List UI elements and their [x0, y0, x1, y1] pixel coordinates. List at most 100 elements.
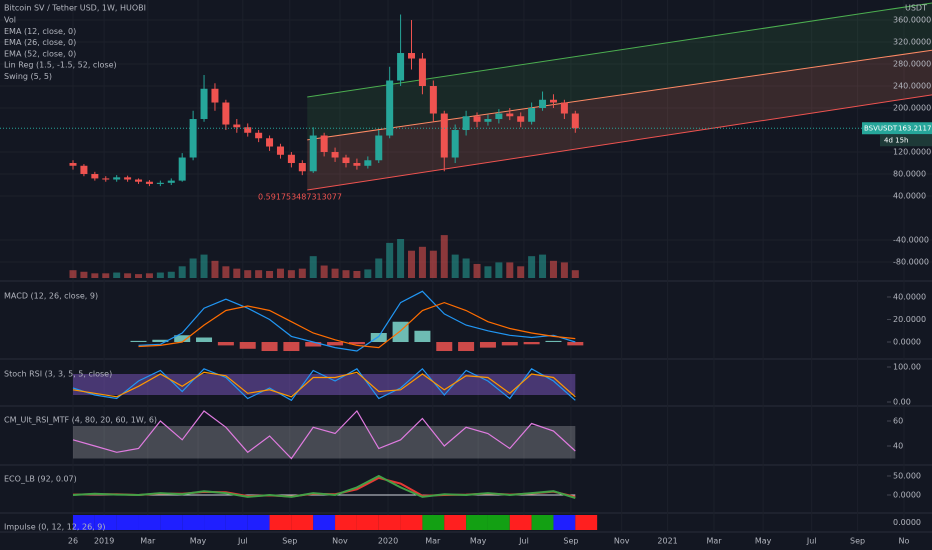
volume-bar: [320, 265, 328, 278]
volume-bar: [528, 256, 536, 278]
volume-bar: [342, 270, 350, 278]
channel-upper-fill: [307, 2, 932, 140]
histogram-bar: [327, 342, 344, 346]
histogram-bar: [523, 342, 540, 345]
marks-layer: [0, 2, 932, 530]
x-tick-label: Mar: [140, 537, 156, 546]
x-tick-label: 2019: [94, 537, 114, 546]
y-tick-label: 0.00: [893, 398, 911, 407]
volume-bar: [309, 256, 317, 278]
candle-body: [113, 177, 121, 180]
volume-bar: [484, 266, 492, 278]
y-tick-label: -80.0000: [893, 258, 929, 267]
impulse-segment: [269, 515, 292, 530]
impulse-segment: [378, 515, 401, 530]
x-tick-label: Nov: [332, 537, 348, 546]
histogram-bar: [196, 337, 213, 343]
annotation: 0.591753487313077: [258, 193, 342, 202]
candle-body: [255, 132, 263, 139]
x-tick-label: May: [470, 537, 487, 546]
labels-layer: 0.591753487313077 26 2019 Mar May Jul Sep Nov 2…: [4, 4, 932, 546]
series-line: [138, 301, 576, 349]
y-tick-label: 60: [893, 417, 903, 426]
histogram-bar: [217, 342, 234, 346]
candle-body: [451, 130, 459, 158]
y-tick-label: 40: [893, 442, 903, 451]
candle-body: [539, 99, 547, 109]
candle-body: [386, 80, 394, 136]
pane-title: Impulse (0, 12, 12, 26, 9): [4, 523, 105, 532]
histogram-bar: [458, 342, 475, 352]
y-tick-label: -40.0000: [893, 236, 929, 245]
y-tick-label: 360.0000: [893, 16, 931, 25]
impulse-segment: [422, 515, 445, 530]
candle-body: [69, 163, 77, 166]
x-tick-label: Jul: [518, 537, 529, 546]
volume-bar: [287, 270, 295, 278]
impulse-segment: [356, 515, 379, 530]
y-tick-label: 80.0000: [893, 170, 926, 179]
candle-body: [233, 124, 241, 128]
volume-bar: [418, 246, 426, 278]
impulse-segment: [291, 515, 314, 530]
volume-bar: [102, 273, 110, 278]
candle-body: [408, 53, 416, 59]
candle-body: [560, 102, 568, 114]
volume-bar: [495, 262, 503, 278]
series-line: [72, 367, 576, 402]
candle-body: [429, 86, 437, 114]
histogram-bar: [239, 342, 256, 349]
candle-body: [309, 135, 317, 172]
y-tick-label: 20.0000: [893, 315, 926, 324]
candle-body: [244, 127, 252, 133]
volume-bar: [451, 254, 459, 278]
histogram-bar: [305, 342, 322, 347]
histogram-bar: [545, 340, 562, 343]
candle-body: [375, 135, 383, 161]
volume-bar: [375, 258, 383, 278]
last-price-label: 163.2117: [898, 124, 931, 132]
candle-body: [156, 182, 164, 184]
candle-body: [200, 88, 208, 120]
candle-body: [495, 113, 503, 120]
y-tick-label: 40.0000: [893, 292, 926, 301]
volume-bar: [429, 250, 437, 278]
volume-bar: [266, 270, 274, 278]
volume-bar: [255, 270, 263, 278]
impulse-segment: [575, 515, 598, 530]
indicator-label: EMA (26, close, 0): [4, 38, 76, 47]
volume-bar: [189, 258, 197, 278]
histogram-bar: [348, 342, 365, 345]
histogram-bar: [479, 342, 496, 348]
chart-title: Bitcoin SV / Tether USD, 1W, HUOBI: [4, 4, 146, 13]
volume-bar: [397, 239, 405, 278]
volume-bar: [364, 269, 372, 278]
series-line: [72, 474, 576, 499]
impulse-segment: [204, 515, 226, 530]
candle-body: [91, 174, 99, 179]
candle-body: [353, 163, 361, 166]
candle-body: [473, 116, 481, 122]
volume-bar: [233, 268, 241, 278]
pane-title: MACD (12, 26, close, 9): [4, 292, 98, 301]
volume-bar: [167, 271, 175, 278]
regression-line: [307, 94, 932, 191]
histogram-bar: [414, 330, 431, 343]
histogram-bar: [261, 342, 278, 352]
volume-bar: [506, 262, 514, 278]
candle-body: [266, 138, 274, 147]
x-tick-label: Sep: [850, 537, 865, 546]
impulse-segment: [553, 515, 576, 530]
x-tick-label: Mar: [425, 537, 441, 546]
histogram-bar: [436, 342, 453, 352]
y-tick-label: 240.0000: [893, 82, 931, 91]
volume-bar: [145, 273, 153, 278]
candle-body: [418, 58, 426, 87]
candle-body: [222, 102, 230, 125]
grid-layer: [887, 296, 891, 496]
candle-body: [462, 116, 470, 131]
volume-bar: [408, 250, 416, 278]
volume-bar: [549, 260, 557, 278]
volume-bar: [298, 268, 306, 278]
